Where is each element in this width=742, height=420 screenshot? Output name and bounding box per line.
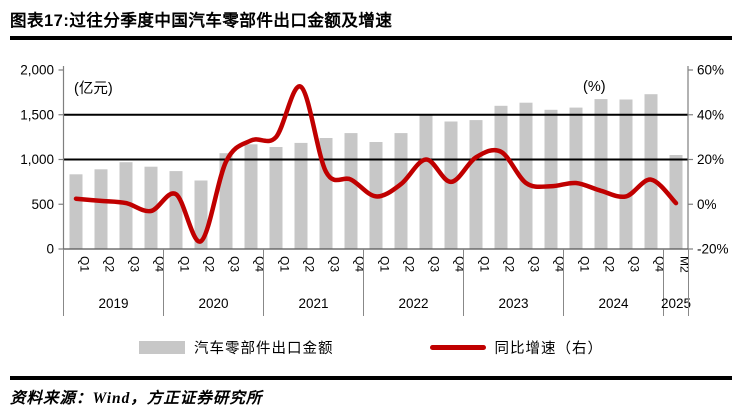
- bar-swatch-icon: [139, 340, 185, 354]
- export-bar: [619, 99, 633, 249]
- right-axis-tick-label: 20%: [697, 152, 724, 167]
- x-category-label: Q2: [103, 256, 117, 272]
- export-bar: [94, 169, 108, 249]
- line-swatch-icon: [429, 344, 486, 350]
- export-bar: [569, 107, 583, 249]
- export-bar: [494, 105, 508, 249]
- legend-item-export-value: 汽车零部件出口金额: [139, 337, 334, 358]
- title-divider: [10, 36, 732, 40]
- x-category-label: Q3: [628, 256, 642, 272]
- x-category-label: Q1: [478, 256, 492, 272]
- x-category-label: Q2: [503, 256, 517, 272]
- export-bar: [169, 171, 183, 249]
- right-axis-tick-label: 40%: [697, 107, 724, 122]
- x-category-label: Q1: [178, 256, 192, 272]
- left-axis-tick-label: 2,000: [20, 63, 54, 78]
- x-category-label: Q4: [453, 256, 467, 272]
- export-bar: [519, 102, 533, 249]
- quarterly-export-chart: 2,000 1,500 1,000 500 0 60% 40% 20% 0% -20% (亿元) (%…: [20, 63, 729, 316]
- x-category-label: Q1: [278, 256, 292, 272]
- left-axis-unit-label: (亿元): [74, 80, 113, 97]
- export-bar: [644, 94, 658, 249]
- export-bar: [594, 99, 608, 249]
- right-axis-tick-label: -20%: [697, 242, 729, 257]
- x-category-label: M2: [678, 256, 692, 273]
- x-category-label: Q4: [153, 256, 167, 272]
- x-category-label: Q2: [603, 256, 617, 272]
- chart-legend: 汽车零部件出口金额 同比增速（右）: [0, 334, 742, 360]
- year-label: 2024: [598, 296, 629, 311]
- year-label: 2025: [661, 296, 691, 311]
- export-bar: [394, 133, 408, 249]
- year-label: 2023: [498, 296, 528, 311]
- left-axis-tick-label: 0: [46, 242, 54, 257]
- x-category-label: Q3: [128, 256, 142, 272]
- export-bar: [269, 147, 283, 249]
- export-bar: [294, 142, 308, 249]
- year-label: 2019: [98, 296, 128, 311]
- x-category-label: Q3: [528, 256, 542, 272]
- x-category-label: Q3: [228, 256, 242, 272]
- footer-divider: [10, 376, 732, 380]
- left-axis-tick-label: 1,500: [20, 107, 54, 122]
- x-category-label: Q3: [428, 256, 442, 272]
- source-note: 资料来源：Wind，方正证券研究所: [10, 390, 263, 407]
- x-category-label: Q2: [203, 256, 217, 272]
- right-axis-tick-label: 60%: [697, 63, 724, 78]
- x-category-label: Q1: [378, 256, 392, 272]
- export-bar: [419, 114, 433, 250]
- x-category-label: Q4: [353, 256, 367, 272]
- export-bar: [469, 120, 483, 249]
- export-bar: [69, 174, 83, 249]
- right-axis-tick-label: 0%: [697, 197, 717, 212]
- year-label: 2022: [398, 296, 428, 311]
- export-bar: [444, 121, 458, 249]
- x-category-label: Q1: [578, 256, 592, 272]
- export-bar: [544, 109, 558, 249]
- x-category-label: Q4: [553, 256, 567, 272]
- year-label: 2020: [198, 296, 228, 311]
- right-axis-unit-label: (%): [583, 79, 606, 95]
- export-bar: [344, 133, 358, 249]
- legend-item-yoy-growth: 同比增速（右）: [429, 337, 604, 358]
- year-label: 2021: [298, 296, 328, 311]
- x-category-label: Q1: [78, 256, 92, 272]
- legend-label: 汽车零部件出口金额: [194, 340, 334, 357]
- x-category-label: Q4: [653, 256, 667, 272]
- figure-title: 图表17:过往分季度中国汽车零部件出口金额及增速: [10, 12, 393, 30]
- export-bar: [244, 144, 258, 249]
- export-bar: [119, 162, 133, 249]
- x-category-label: Q3: [328, 256, 342, 272]
- yoy-growth-line: [73, 84, 679, 244]
- left-axis-tick-label: 1,000: [20, 152, 54, 167]
- x-category-label: Q2: [403, 256, 417, 272]
- x-category-label: Q2: [303, 256, 317, 272]
- x-category-label: Q4: [253, 256, 267, 272]
- left-axis-tick-label: 500: [31, 197, 54, 212]
- legend-label: 同比增速（右）: [494, 340, 603, 357]
- export-bar: [144, 166, 158, 249]
